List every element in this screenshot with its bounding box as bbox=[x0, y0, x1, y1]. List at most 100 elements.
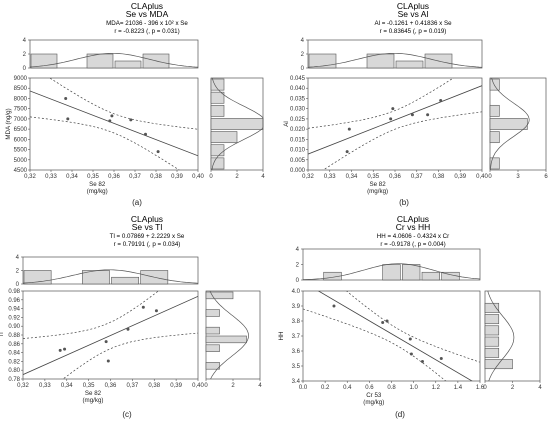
x-tick-label: 0,36 bbox=[105, 383, 117, 389]
regression-group bbox=[308, 78, 482, 170]
x-tick-label: 1.4 bbox=[454, 385, 463, 391]
x-tick-label: 0,33 bbox=[45, 174, 57, 180]
y-tick-label: 0.040 bbox=[290, 86, 306, 92]
y-tick-label: 0.010 bbox=[290, 148, 306, 154]
x-axis-unit: (mg/kg) bbox=[367, 188, 388, 195]
data-point bbox=[58, 348, 62, 352]
data-point bbox=[126, 327, 130, 331]
y-tick-label: 3.6 bbox=[292, 349, 301, 355]
right-hist-bar bbox=[205, 291, 234, 300]
regression-equation: HH = 4.0606 - 0.4324 x Cr bbox=[377, 233, 449, 240]
right-hist-bar bbox=[210, 91, 225, 104]
y-tick-label: 6000 bbox=[14, 137, 28, 143]
y-tick-label: 3.5 bbox=[292, 364, 301, 370]
y-tick-label: 0.035 bbox=[290, 96, 306, 102]
data-point bbox=[129, 118, 133, 122]
scatter-frame bbox=[22, 290, 199, 380]
data-point bbox=[408, 337, 412, 341]
right-hist-bar bbox=[484, 347, 500, 358]
top-hist-tick-label: 4 bbox=[301, 38, 305, 44]
right-hist-bar bbox=[210, 157, 225, 170]
confidence-band-lower bbox=[322, 111, 482, 170]
right-hist-tick-label: 4 bbox=[261, 174, 265, 180]
x-tick-label: 0,32 bbox=[302, 174, 314, 180]
top-hist-normal-curve bbox=[29, 52, 199, 68]
x-tick-label: 0,34 bbox=[61, 383, 73, 389]
right-hist-bar bbox=[205, 326, 220, 335]
top-hist-tick-label: 4 bbox=[16, 255, 20, 261]
data-point bbox=[389, 117, 393, 121]
y-tick-label: 0.82 bbox=[8, 359, 20, 365]
right-hist-tick-label: 4 bbox=[258, 383, 262, 389]
x-tick-label: 0,36 bbox=[389, 174, 401, 180]
right-hist-normal-curve bbox=[209, 290, 249, 380]
y-tick-label: 7500 bbox=[14, 107, 28, 113]
y-axis-label: HH bbox=[278, 332, 285, 341]
x-tick-label: 0.8 bbox=[387, 385, 396, 391]
y-tick-label: 0.96 bbox=[8, 298, 20, 304]
y-tick-label: 0.025 bbox=[290, 117, 306, 123]
y-tick-label: 0.020 bbox=[290, 127, 306, 133]
chart-subtitle: Se vs Al bbox=[398, 9, 429, 19]
regression-group bbox=[303, 291, 480, 381]
y-tick-label: 0.88 bbox=[8, 333, 20, 339]
x-tick-label: 0,39 bbox=[171, 174, 183, 180]
x-tick-label: 0,38 bbox=[433, 174, 445, 180]
y-tick-label: 0.005 bbox=[290, 158, 306, 164]
top-hist-bar bbox=[402, 264, 421, 281]
panel-caption: (a) bbox=[132, 198, 142, 207]
y-tick-label: 3.8 bbox=[292, 319, 301, 325]
right-hist-normal-curve bbox=[211, 77, 264, 171]
scatter-frame bbox=[302, 290, 481, 382]
correlation-stats: r = -0.8223 (, p = 0.031) bbox=[114, 28, 179, 35]
x-tick-label: 0.2 bbox=[321, 385, 330, 391]
y-tick-label: 4.0 bbox=[292, 289, 301, 295]
y-tick-label: 8500 bbox=[14, 86, 28, 92]
x-tick-label: 0.6 bbox=[365, 385, 374, 391]
data-point bbox=[332, 304, 336, 308]
regression-line bbox=[317, 291, 473, 381]
right-hist-bar bbox=[210, 144, 225, 157]
top-hist-bar bbox=[308, 53, 337, 69]
confidence-band-upper bbox=[308, 78, 455, 129]
right-hist-tick-label: 3 bbox=[516, 174, 520, 180]
correlation-stats: r = -0.9178 (, p = 0.004) bbox=[380, 241, 445, 248]
top-hist-normal-curve bbox=[302, 263, 481, 280]
x-tick-label: 0,37 bbox=[411, 174, 423, 180]
y-tick-label: 0.98 bbox=[8, 289, 20, 295]
confidence-band-upper bbox=[345, 291, 480, 363]
right-hist-bar bbox=[205, 335, 247, 344]
x-tick-label: 0,38 bbox=[148, 383, 160, 389]
y-tick-label: 0.015 bbox=[290, 137, 306, 143]
right-hist-bar bbox=[489, 157, 500, 170]
data-point bbox=[144, 132, 147, 136]
right-hist-bar bbox=[489, 78, 500, 91]
regression-line bbox=[308, 85, 482, 155]
correlation-stats: r = 0.83645 (, p = 0.019) bbox=[380, 28, 447, 35]
x-tick-label: 0,40 bbox=[192, 174, 204, 180]
x-tick-label: 0.0 bbox=[299, 385, 308, 391]
right-hist-bar bbox=[489, 131, 500, 144]
chart-subtitle: Se vs Tl bbox=[132, 222, 163, 232]
y-tick-label: 0.80 bbox=[8, 368, 20, 374]
data-point bbox=[439, 357, 443, 360]
y-tick-label: 0.94 bbox=[8, 307, 20, 313]
x-axis-unit: (mg/kg) bbox=[87, 188, 108, 195]
x-tick-label: 0,35 bbox=[367, 174, 379, 180]
top-hist-tick-label: 4 bbox=[296, 247, 300, 253]
x-tick-label: 0,38 bbox=[150, 174, 162, 180]
regression-equation: MDA= 21036 - 396 x 10² x Se bbox=[106, 20, 188, 27]
right-hist-normal-curve bbox=[490, 77, 530, 171]
x-tick-label: 0,40 bbox=[476, 174, 488, 180]
chart-title: CLAplus bbox=[397, 214, 429, 224]
confidence-band-upper bbox=[23, 291, 159, 339]
top-hist-bar bbox=[111, 276, 139, 285]
data-point bbox=[141, 305, 145, 309]
right-hist-bar bbox=[484, 325, 500, 336]
right-hist-bar bbox=[210, 78, 225, 91]
top-hist-tick-label: 2 bbox=[23, 52, 27, 58]
right-hist-tick-label: 2 bbox=[511, 385, 515, 391]
regression-group bbox=[23, 291, 198, 379]
data-point bbox=[106, 359, 110, 363]
